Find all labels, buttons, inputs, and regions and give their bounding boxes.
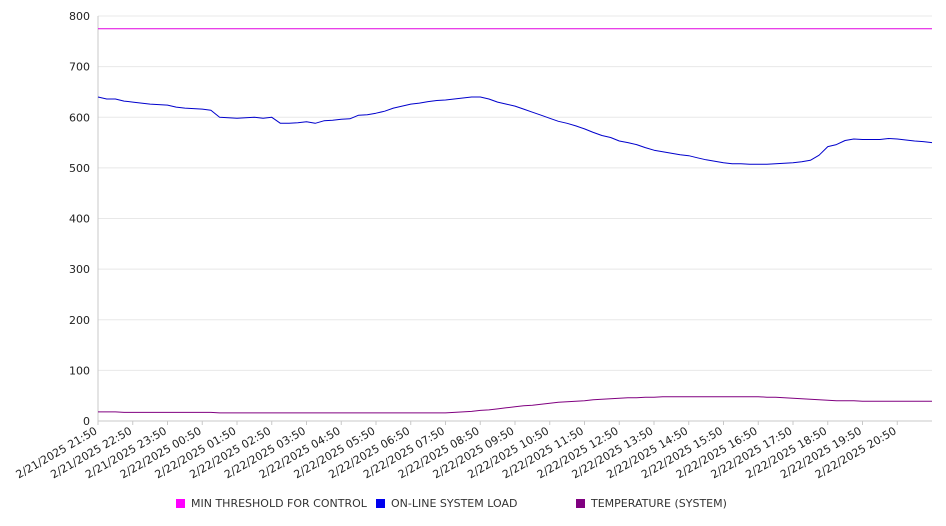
legend-swatch-temperature	[576, 499, 585, 508]
legend-item-min-threshold: MIN THRESHOLD FOR CONTROL	[176, 497, 367, 510]
legend-item-temperature: TEMPERATURE (SYSTEM)	[576, 497, 727, 510]
y-tick-label: 800	[69, 10, 90, 23]
legend-label-temperature: TEMPERATURE (SYSTEM)	[591, 497, 727, 510]
series-line-system-load	[97, 96, 933, 165]
legend-item-system-load: ON-LINE SYSTEM LOAD	[376, 497, 517, 510]
y-tick-label: 700	[69, 61, 90, 74]
legend-label-min-threshold: MIN THRESHOLD FOR CONTROL	[191, 497, 367, 510]
legend-swatch-min-threshold	[176, 499, 185, 508]
y-tick-label: 600	[69, 111, 90, 124]
grid-lines	[98, 15, 932, 371]
y-tick-label: 400	[69, 213, 90, 226]
y-tick-label: 300	[69, 263, 90, 276]
y-tick-label: 500	[69, 162, 90, 175]
series-lines	[97, 28, 933, 414]
y-tick-label: 0	[83, 415, 90, 428]
legend-swatch-system-load	[376, 499, 385, 508]
y-tick-label: 200	[69, 314, 90, 327]
series-line-temperature	[98, 396, 932, 414]
y-tick-label: 100	[69, 364, 90, 377]
x-tick-labels: 2/21/2025 21:502/21/2025 22:502/21/2025 …	[14, 421, 899, 481]
legend: MIN THRESHOLD FOR CONTROL ON-LINE SYSTEM…	[0, 497, 946, 515]
y-tick-labels: 0 100 200 300 400 500 600 700 800	[69, 10, 90, 428]
legend-label-system-load: ON-LINE SYSTEM LOAD	[391, 497, 518, 510]
